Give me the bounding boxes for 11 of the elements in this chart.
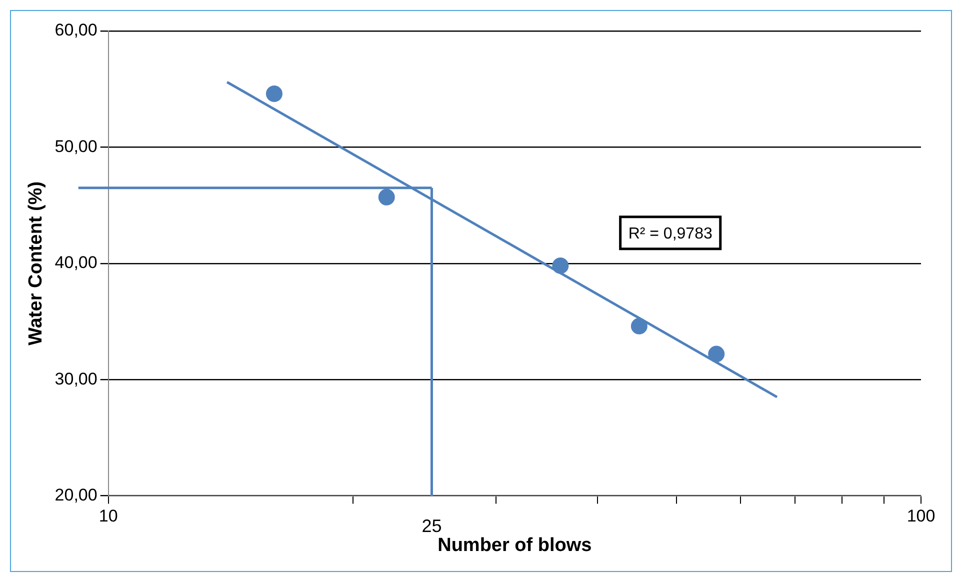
x-tick-label: 10 (98, 506, 118, 526)
y-tick-label: 60,00 (54, 20, 98, 40)
y-tick-label: 50,00 (54, 136, 98, 156)
x-tick-label: 100 (906, 506, 936, 526)
y-tick-label: 40,00 (54, 253, 98, 272)
ref-line-label: 25 (422, 516, 442, 536)
y-tick-label: 30,00 (54, 369, 98, 388)
x-axis-title: Number of blows (438, 534, 592, 556)
y-tick-label: 20,00 (54, 485, 98, 504)
y-axis-title: Water Content (%) (26, 181, 47, 346)
annotation: R² = 0,9783 (628, 225, 712, 242)
